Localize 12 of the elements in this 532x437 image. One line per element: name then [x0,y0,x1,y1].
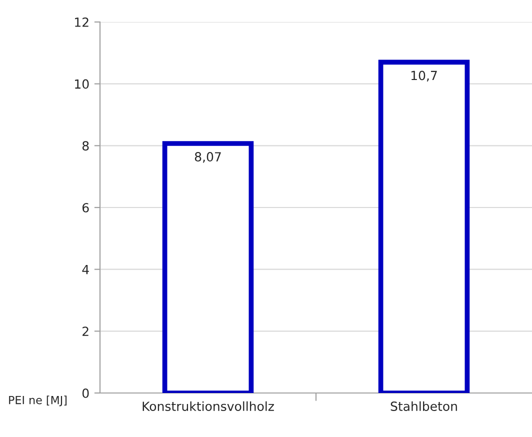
y-axis-title: PEI ne [MJ] [9,396,67,406]
y-tick-label: 8 [82,141,89,151]
y-tick-label: 6 [82,202,89,212]
x-tick-label: Konstruktionsvollholz [142,401,274,412]
y-tick-label: 10 [75,79,89,89]
data-label: 10,7 [411,70,437,82]
x-tick-label: Stahlbeton [390,401,457,412]
y-tick-label: 4 [82,264,89,274]
data-label: 8,07 [194,152,221,163]
y-tick-label: 2 [82,326,88,336]
y-tick-label: 12 [75,17,88,27]
y-tick-label: 0 [82,388,89,398]
